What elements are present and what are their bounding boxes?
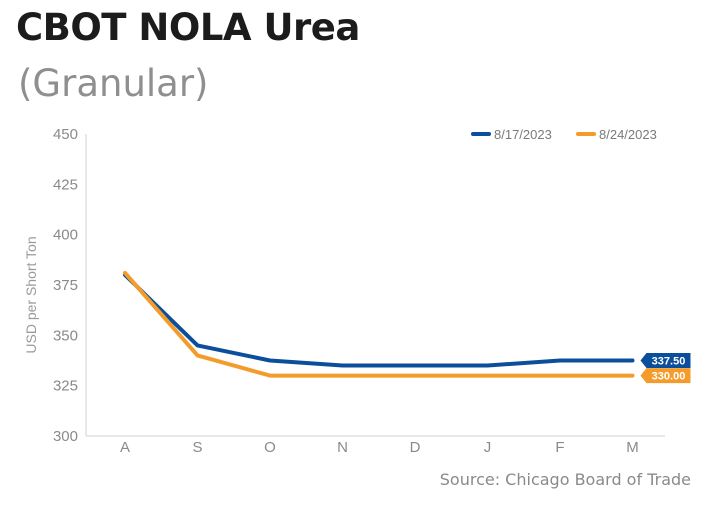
x-tick-label: S xyxy=(192,439,202,456)
end-label-badge-1 xyxy=(640,353,691,368)
y-axis-label-group: USD per Short Ton xyxy=(23,236,39,353)
y-tick-label: 425 xyxy=(53,176,78,193)
x-tick-label: J xyxy=(484,439,492,456)
x-tick-label: A xyxy=(120,439,130,456)
legend-label-2: 8/24/2023 xyxy=(599,127,657,142)
x-tick-label: O xyxy=(264,439,276,456)
chart-title: CBOT NOLA Urea xyxy=(16,6,360,49)
chart-axes: 450 425 400 375 350 325 300 A S O N D J F M xyxy=(53,126,665,456)
y-tick-label: 375 xyxy=(53,277,78,294)
series-line-2 xyxy=(123,270,635,378)
end-label-badge-2 xyxy=(640,368,691,384)
y-tick-label: 350 xyxy=(53,327,78,344)
x-tick-label: D xyxy=(410,439,421,456)
chart-subtitle: (Granular) xyxy=(18,62,209,105)
y-tick-label: 325 xyxy=(53,378,78,395)
series-line-1 xyxy=(123,272,635,368)
x-tick-label: N xyxy=(337,439,348,456)
series-group: 337.50 330.00 xyxy=(123,270,691,384)
y-tick-label: 300 xyxy=(53,428,78,445)
end-value-label-1: 337.50 xyxy=(652,356,686,368)
y-tick-label: 400 xyxy=(53,227,78,244)
end-value-label-2: 330.00 xyxy=(652,371,686,383)
legend-label-1: 8/17/2023 xyxy=(494,127,552,142)
source-note: Source: Chicago Board of Trade xyxy=(439,470,691,489)
x-tick-label: M xyxy=(626,439,639,456)
y-axis-label: USD per Short Ton xyxy=(23,236,39,353)
y-tick-label: 450 xyxy=(53,126,78,143)
legend: 8/17/2023 8/24/2023 xyxy=(471,127,657,142)
x-tick-label: F xyxy=(555,439,564,456)
